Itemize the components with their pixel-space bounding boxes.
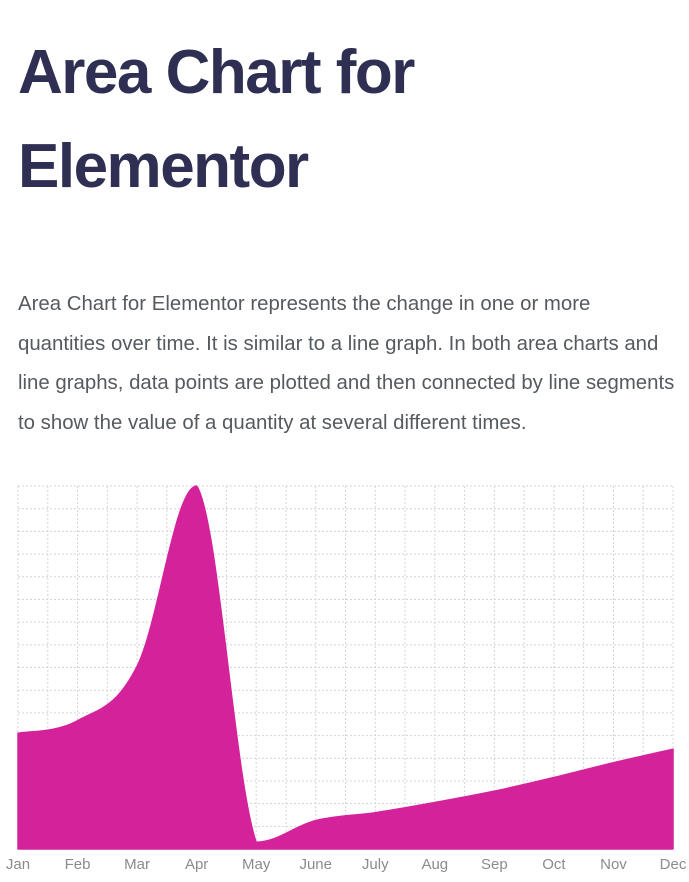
chart-x-axis: Jan Feb Mar Apr May June July Aug Sep Oct Nov Dec bbox=[6, 856, 687, 873]
x-tick-label-may: May bbox=[242, 856, 271, 873]
x-tick-label-oct: Oct bbox=[542, 856, 566, 873]
x-tick-label-mar: Mar bbox=[124, 856, 150, 873]
chart-series bbox=[17, 485, 674, 850]
x-tick-label-feb: Feb bbox=[65, 856, 91, 873]
x-tick-label-june: June bbox=[299, 856, 332, 873]
x-tick-label-jan: Jan bbox=[6, 856, 30, 873]
x-tick-label-nov: Nov bbox=[600, 856, 627, 873]
x-tick-label-july: July bbox=[362, 856, 389, 873]
page-description: Area Chart for Elementor represents the … bbox=[18, 293, 675, 434]
area-chart-svg: Jan Feb Mar Apr May June July Aug Sep Oct Nov Dec bbox=[6, 485, 687, 873]
x-tick-label-sep: Sep bbox=[481, 856, 508, 873]
x-tick-label-aug: Aug bbox=[421, 856, 448, 873]
area-series bbox=[17, 485, 674, 850]
area-chart: Jan Feb Mar Apr May June July Aug Sep Oct Nov Dec bbox=[0, 470, 689, 882]
x-tick-label-dec: Dec bbox=[660, 856, 687, 873]
page-title: Area Chart for Elementor bbox=[18, 38, 415, 201]
x-tick-label-apr: Apr bbox=[185, 856, 208, 873]
